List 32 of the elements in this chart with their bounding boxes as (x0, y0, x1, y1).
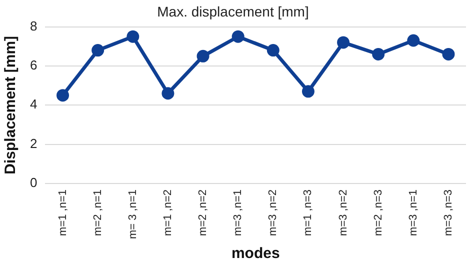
y-tick-label: 0 (30, 175, 38, 190)
point (372, 48, 385, 60)
y-tick-label: 6 (30, 58, 38, 73)
x-tick-label: m=1 ,n=2 (162, 189, 174, 236)
chart-title: Max. displacement [mm] (157, 3, 309, 20)
y-tick-label: 2 (30, 136, 38, 151)
x-tick-label: m=3 ,n=1 (407, 189, 420, 236)
point (196, 50, 210, 62)
point (232, 30, 244, 43)
x-tick-label: m=1 ,n=3 (302, 189, 314, 236)
y-tick-label: 4 (30, 96, 38, 112)
point (407, 34, 420, 47)
x-tick-label: m=3 ,n=2 (337, 189, 350, 236)
x-tick-label: m=3 ,n=3 (442, 189, 454, 236)
x-tick-label: m=3 ,n=1 (232, 189, 244, 236)
point (126, 30, 140, 43)
point (162, 87, 174, 100)
point (92, 44, 104, 57)
x-tick-label: m= 3 ,n=1 (126, 189, 139, 240)
point (266, 44, 280, 57)
y-tick-label: 8 (30, 18, 38, 34)
point (302, 85, 314, 98)
x-tick-label: m=3 ,n=2 (267, 189, 280, 236)
x-tick-label: m=2 ,n=2 (197, 189, 210, 236)
x-axis-title: modes (231, 245, 280, 262)
x-tick-label: m=1 ,n=1 (56, 189, 69, 236)
point (337, 36, 350, 49)
point (442, 48, 455, 60)
point (56, 89, 70, 102)
y-axis-title: Displacement [mm] (2, 36, 20, 174)
x-tick-label: m=2 ,n=3 (372, 189, 384, 236)
x-tick-label: m=2 ,n=1 (92, 189, 104, 236)
